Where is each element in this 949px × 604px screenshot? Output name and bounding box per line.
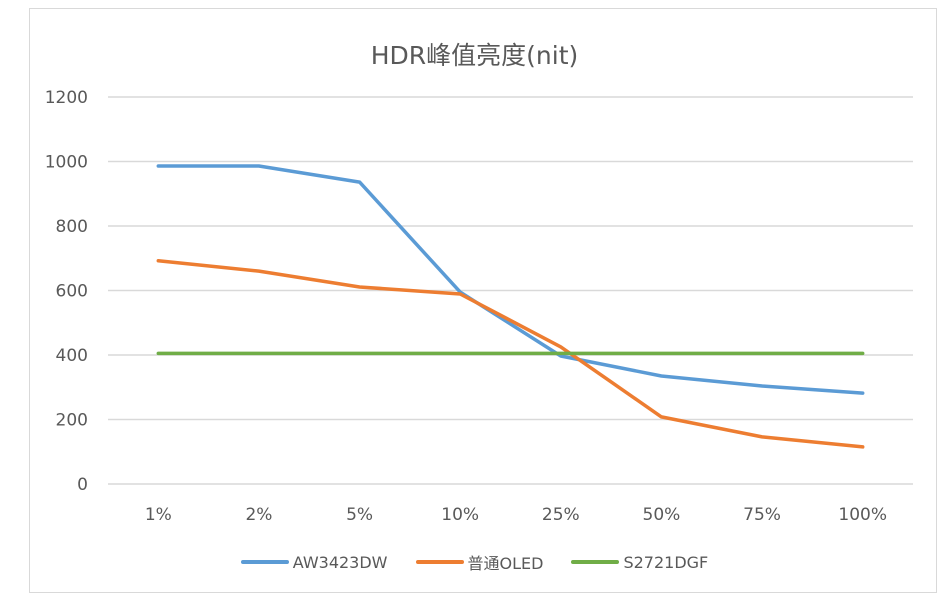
x-tick-label: 1% [145,505,172,525]
legend-item-oled[interactable]: 普通OLED [415,550,544,574]
x-tick-label: 5% [346,505,373,525]
legend: AW3423DW 普通OLED S2721DGF [0,550,949,574]
x-tick-label: 2% [245,505,272,525]
x-tick-label: 75% [743,505,781,525]
chart-title: HDR峰值亮度(nit) [370,41,579,70]
x-tick-label: 100% [838,505,887,525]
y-tick-label: 0 [77,475,88,495]
series-line[interactable] [156,164,865,395]
legend-item-s2721dgf[interactable]: S2721DGF [571,550,708,574]
y-tick-label: 1200 [45,88,88,108]
series-line[interactable] [156,259,865,449]
y-tick-label: 200 [56,411,88,431]
legend-swatch [415,560,464,564]
legend-label: 普通OLED [467,554,544,573]
legend-swatch [571,560,620,564]
x-tick-label: 10% [441,505,479,525]
y-tick-label: 1000 [45,153,88,173]
y-tick-label: 400 [56,346,88,366]
legend-label: S2721DGF [623,552,709,572]
x-tick-label: 50% [643,505,681,525]
x-tick-label: 25% [542,505,580,525]
legend-label: AW3423DW [292,552,388,572]
legend-swatch [240,560,289,564]
y-tick-label: 800 [56,217,88,237]
legend-item-aw3423dw[interactable]: AW3423DW [240,550,388,574]
chart-area [29,8,937,593]
y-tick-label: 600 [56,282,88,302]
